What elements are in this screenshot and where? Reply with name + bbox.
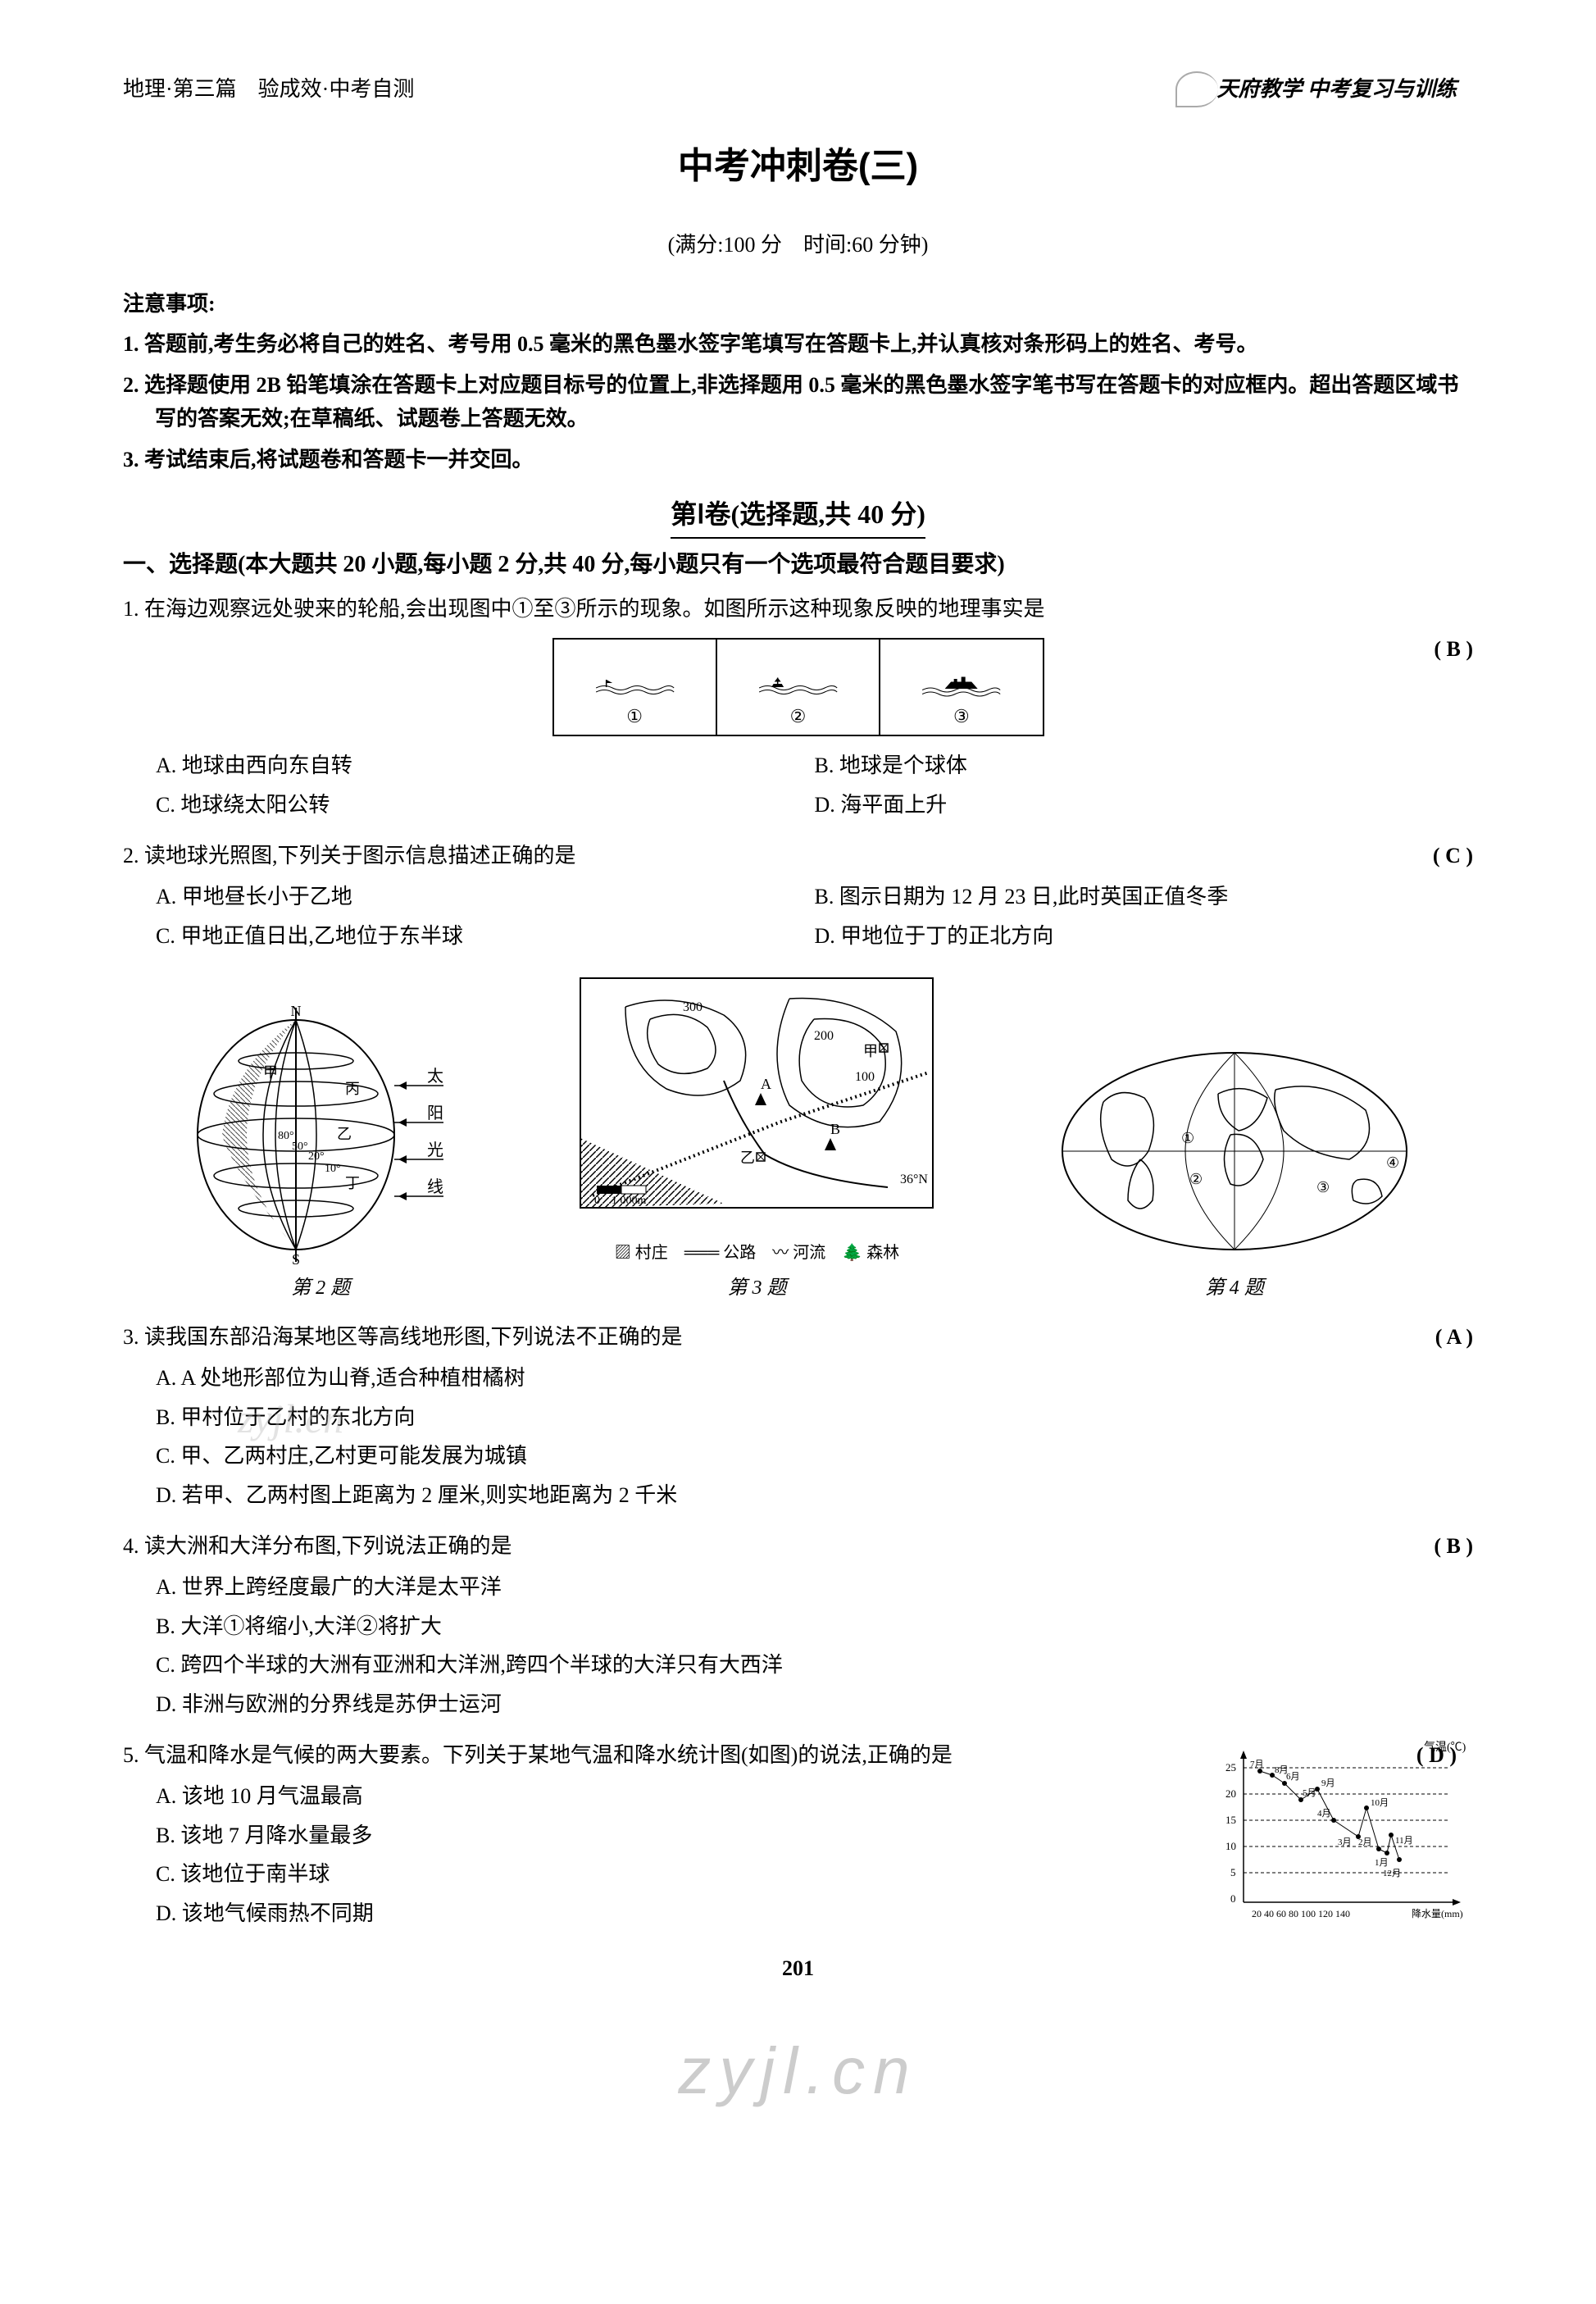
q1-figure: ① ② ③ [123, 638, 1473, 736]
svg-text:线: 线 [427, 1177, 443, 1196]
boat-cell-3: ③ [880, 640, 1042, 735]
svg-text:③: ③ [1316, 1179, 1330, 1195]
section-1-title: 第Ⅰ卷(选择题,共 40 分) [123, 494, 1473, 539]
svg-text:丁: 丁 [345, 1175, 360, 1191]
figure-globe: N S 80° 50° 20° 10° 甲 丙 乙 丁 [181, 1004, 460, 1304]
svg-text:A: A [761, 1076, 771, 1092]
boat-cell-2: ② [717, 640, 880, 735]
svg-text:20: 20 [1225, 1787, 1236, 1800]
svg-text:20°: 20° [308, 1150, 325, 1163]
svg-text:200: 200 [814, 1029, 834, 1043]
q3-options: A. A 处地形部位为山脊,适合种植柑橘树 B. 甲村位于乙村的东北方向 C. … [123, 1361, 1473, 1517]
watermark-bottom: zyjl.cn [123, 2019, 1473, 2124]
svg-text:甲: 甲 [263, 1064, 278, 1081]
svg-text:8月: 8月 [1275, 1765, 1289, 1775]
svg-text:100: 100 [855, 1070, 875, 1084]
question-2: 2. 读地球光照图,下列关于图示信息描述正确的是 ( C ) [123, 839, 1473, 873]
figure-topo: 300 200 100 甲 A B 乙 36°N 0 1 000m [576, 974, 937, 1304]
svg-text:10: 10 [1225, 1840, 1236, 1852]
svg-text:阳: 阳 [427, 1104, 443, 1122]
svg-text:50°: 50° [292, 1141, 308, 1153]
svg-text:5月: 5月 [1303, 1788, 1316, 1798]
svg-text:气温(℃): 气温(℃) [1424, 1741, 1466, 1754]
question-4: 4. 读大洲和大洋分布图,下列说法正确的是 ( B ) [123, 1529, 1473, 1564]
svg-text:15: 15 [1225, 1814, 1236, 1826]
svg-text:0 1 000m: 0 1 000m [594, 1195, 646, 1207]
notice-item-3: 3. 考试结束后,将试题卷和答题卡一并交回。 [123, 443, 1473, 477]
question-1: 1. 在海边观察远处驶来的轮船,会出现图中①至③所示的现象。如图所示这种现象反映… [123, 592, 1473, 626]
svg-text:甲: 甲 [863, 1043, 878, 1059]
svg-text:N: N [291, 1004, 302, 1019]
svg-text:36°N: 36°N [900, 1172, 928, 1186]
q2-answer: ( C ) [1433, 839, 1473, 873]
figure-world: ① ② ③ ④ 第 4 题 [1054, 1036, 1415, 1304]
svg-text:9月: 9月 [1321, 1778, 1335, 1788]
svg-text:S: S [292, 1251, 300, 1266]
score-time: (满分:100 分 时间:60 分钟) [123, 228, 1473, 262]
svg-text:11月: 11月 [1395, 1836, 1413, 1846]
notice-item-2: 2. 选择题使用 2B 铅笔填涂在答题卡上对应题目标号的位置上,非选择题用 0.… [123, 368, 1473, 436]
svg-text:20 40 60 80 100 120 140: 20 40 60 80 100 120 140 [1252, 1908, 1350, 1919]
q4-options: A. 世界上跨经度最广的大洋是太平洋 B. 大洋①将缩小,大洋②将扩大 C. 跨… [123, 1570, 1473, 1726]
topo-legend: ▨ 村庄 ═══ 公路 〰 河流 🌲 森林 [615, 1240, 899, 1266]
question-3: 3. 读我国东部沿海某地区等高线地形图,下列说法不正确的是 ( A ) [123, 1320, 1473, 1355]
svg-text:25: 25 [1225, 1761, 1236, 1774]
q4-answer: ( B ) [1434, 1529, 1473, 1564]
svg-text:①: ① [1181, 1130, 1194, 1146]
svg-text:0: 0 [1230, 1892, 1236, 1905]
q1-answer: ( B ) [1434, 632, 1473, 667]
choice-section-header: 一、选择题(本大题共 20 小题,每小题 2 分,共 40 分,每小题只有一个选… [123, 547, 1473, 584]
watermark-inline: zyjl.cn [238, 1386, 343, 1451]
svg-text:太: 太 [427, 1067, 443, 1086]
header-brand: 天府教学 中考复习与训练 [1200, 66, 1473, 113]
q5-options: A. 该地 10 月气温最高 B. 该地 7 月降水量最多 C. 该地位于南半球… [123, 1779, 1194, 1935]
svg-text:2月: 2月 [1358, 1837, 1372, 1847]
q1-options: A. 地球由西向东自转 B. 地球是个球体 C. 地球绕太阳公转 D. 海平面上… [123, 749, 1473, 826]
svg-text:10°: 10° [325, 1163, 341, 1175]
svg-text:5: 5 [1230, 1866, 1236, 1878]
svg-text:丙: 丙 [345, 1081, 360, 1097]
boat-cell-1: ① [554, 640, 717, 735]
question-5-wrapper: 5. 气温和降水是气候的两大要素。下列关于某地气温和降水统计图(如图)的说法,正… [123, 1738, 1473, 1935]
main-title: 中考冲刺卷(三) [123, 138, 1473, 195]
svg-text:降水量(mm): 降水量(mm) [1412, 1908, 1463, 1919]
svg-text:3月: 3月 [1338, 1837, 1352, 1847]
notice-title: 注意事项: [123, 287, 1473, 321]
header-subject: 地理·第三篇 验成效·中考自测 [123, 72, 414, 107]
svg-text:乙: 乙 [740, 1150, 755, 1166]
q2-options: A. 甲地昼长小于乙地 B. 图示日期为 12 月 23 日,此时英国正值冬季 … [123, 880, 1473, 958]
svg-text:12月: 12月 [1383, 1869, 1401, 1878]
question-5: 5. 气温和降水是气候的两大要素。下列关于某地气温和降水统计图(如图)的说法,正… [123, 1738, 1194, 1773]
climate-chart: 气温(℃) 25 20 15 10 5 0 1月 2月 3月 4月 5月 6月 … [1211, 1738, 1473, 1942]
notice-item-1: 1. 答题前,考生务必将自己的姓名、考号用 0.5 毫米的黑色墨水签字笔填写在答… [123, 327, 1473, 362]
page-number: 201 [123, 1951, 1473, 1986]
svg-text:10月: 10月 [1371, 1798, 1389, 1808]
svg-text:乙: 乙 [337, 1126, 352, 1142]
svg-text:7月: 7月 [1250, 1760, 1264, 1769]
svg-text:②: ② [1189, 1171, 1203, 1187]
svg-text:B: B [830, 1121, 840, 1137]
svg-text:光: 光 [427, 1141, 443, 1159]
q3-answer: ( A ) [1435, 1320, 1473, 1355]
svg-text:300: 300 [683, 1000, 703, 1014]
figures-row: N S 80° 50° 20° 10° 甲 丙 乙 丁 [123, 974, 1473, 1304]
svg-text:④: ④ [1386, 1154, 1399, 1171]
svg-text:1月: 1月 [1375, 1858, 1389, 1868]
